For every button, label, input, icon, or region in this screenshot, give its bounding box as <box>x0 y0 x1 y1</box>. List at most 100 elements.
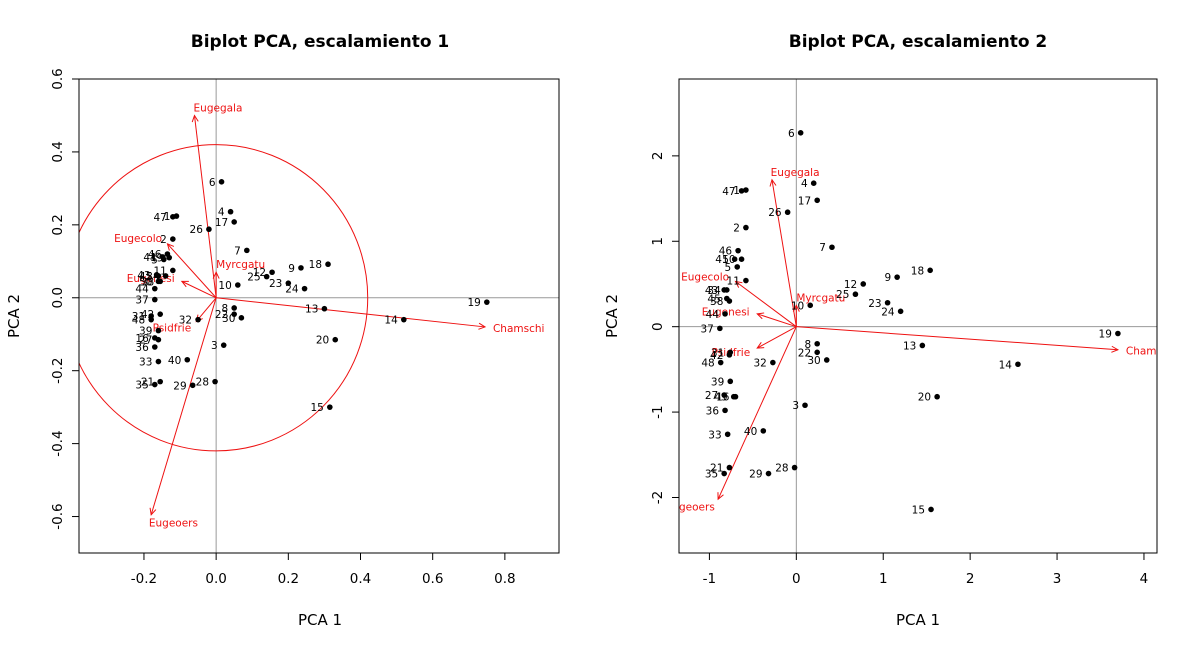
site-point <box>884 299 891 306</box>
species-label: Myrcgatu <box>796 292 845 304</box>
site-label: 25 <box>247 272 260 284</box>
site-point <box>227 208 234 215</box>
site-label: 35 <box>135 380 148 392</box>
x-tick-label: 2 <box>966 571 975 587</box>
species-label: Eugegala <box>194 103 243 115</box>
site-label: 36 <box>135 342 149 354</box>
species-arrow-head <box>792 304 800 312</box>
site-label: 8 <box>804 339 811 351</box>
site-label: 23 <box>269 278 282 290</box>
species-label: Eugecolo <box>114 233 162 245</box>
site-label: 4 <box>801 178 808 190</box>
site-label: 22 <box>215 309 228 321</box>
site-label: 47 <box>722 186 735 198</box>
site-point <box>760 428 767 434</box>
x-tick-label: 3 <box>1053 571 1062 587</box>
site-label: 26 <box>768 207 782 219</box>
site-point <box>919 342 926 349</box>
site-point <box>797 130 804 136</box>
site-point <box>231 305 237 311</box>
y-tick-label: 0.2 <box>50 214 66 235</box>
species-arrow-head <box>149 507 157 516</box>
site-point <box>148 316 154 323</box>
site-point <box>234 282 241 288</box>
site-point <box>332 336 339 343</box>
site-point <box>717 359 724 366</box>
site-label: 17 <box>215 217 228 229</box>
site-point <box>269 269 275 276</box>
y-tick-label: 0.6 <box>50 68 66 89</box>
species-label: Eugecolo <box>681 272 729 284</box>
site-point <box>195 316 201 323</box>
site-label: 3 <box>211 340 218 352</box>
site-point <box>285 280 292 286</box>
x-tick-label: 1 <box>879 571 888 587</box>
site-point <box>159 254 166 260</box>
site-point <box>157 311 164 317</box>
site-label: 27 <box>705 390 718 402</box>
plot-area: EugegalaEugecoloEugenesiMyrcgatuPsidfrie… <box>79 79 559 553</box>
site-point <box>726 464 733 471</box>
site-point <box>721 287 727 293</box>
site-label: 46 <box>148 249 162 261</box>
site-label: 6 <box>788 128 795 140</box>
species-arrow <box>757 313 797 328</box>
site-point <box>325 261 331 268</box>
x-axis-label: PCA 1 <box>298 611 342 629</box>
biplot-panel-scaling-1: Biplot PCA, escalamiento 1 PCA 1 PCA 2 E… <box>5 32 560 629</box>
equilibrium-circle <box>79 144 369 452</box>
site-label: 2 <box>733 223 740 235</box>
site-label: 13 <box>903 340 916 352</box>
site-label: 45 <box>707 293 720 305</box>
site-point <box>734 264 741 270</box>
plot-frame <box>78 78 560 554</box>
site-label: 20 <box>918 392 931 404</box>
site-point <box>721 470 727 477</box>
site-label: 24 <box>881 306 895 318</box>
site-label: 18 <box>911 265 924 277</box>
site-label: 9 <box>288 263 295 275</box>
site-label: 1 <box>733 185 740 197</box>
x-tick-label: 0.4 <box>350 571 371 587</box>
site-label: 2 <box>160 234 167 246</box>
site-point <box>157 378 164 385</box>
site-label: 31 <box>132 311 145 323</box>
plot-frame <box>678 78 1158 554</box>
species-label: Chamschi <box>493 323 544 335</box>
site-label: 10 <box>218 280 231 292</box>
site-point <box>730 393 737 400</box>
site-label: 8 <box>222 303 229 315</box>
site-label: 7 <box>234 245 241 257</box>
species-arrow-head <box>1111 345 1120 353</box>
site-point <box>814 340 820 347</box>
species-arrow-head <box>756 342 765 349</box>
site-label: 43 <box>137 270 150 282</box>
site-point <box>814 197 820 204</box>
site-label: 32 <box>753 358 766 370</box>
site-point <box>151 344 158 350</box>
y-tick-label: -1 <box>650 405 666 418</box>
chart-title: Biplot PCA, escalamiento 1 <box>191 32 450 52</box>
site-point <box>726 352 733 358</box>
species-arrow-head <box>769 178 777 187</box>
site-point <box>170 267 176 274</box>
site-point <box>1115 330 1121 337</box>
site-point <box>301 285 308 292</box>
biplot-panel-scaling-2: Biplot PCA, escalamiento 2 PCA 1 PCA 2 E… <box>603 32 1158 629</box>
y-axis-label: PCA 2 <box>5 294 23 338</box>
y-tick-label: -0.2 <box>50 358 66 384</box>
species-arrow <box>796 326 1118 351</box>
site-label: 39 <box>139 326 152 338</box>
site-label: 29 <box>749 469 762 481</box>
site-label: 32 <box>179 315 192 327</box>
site-point <box>814 349 820 356</box>
site-point <box>743 187 749 193</box>
species-arrow-head <box>756 312 765 320</box>
site-point <box>765 470 772 477</box>
site-label: 40 <box>744 426 757 438</box>
site-label: 5 <box>151 254 158 266</box>
site-label: 13 <box>305 304 318 316</box>
species-arrow <box>756 326 797 349</box>
site-point <box>184 356 191 363</box>
